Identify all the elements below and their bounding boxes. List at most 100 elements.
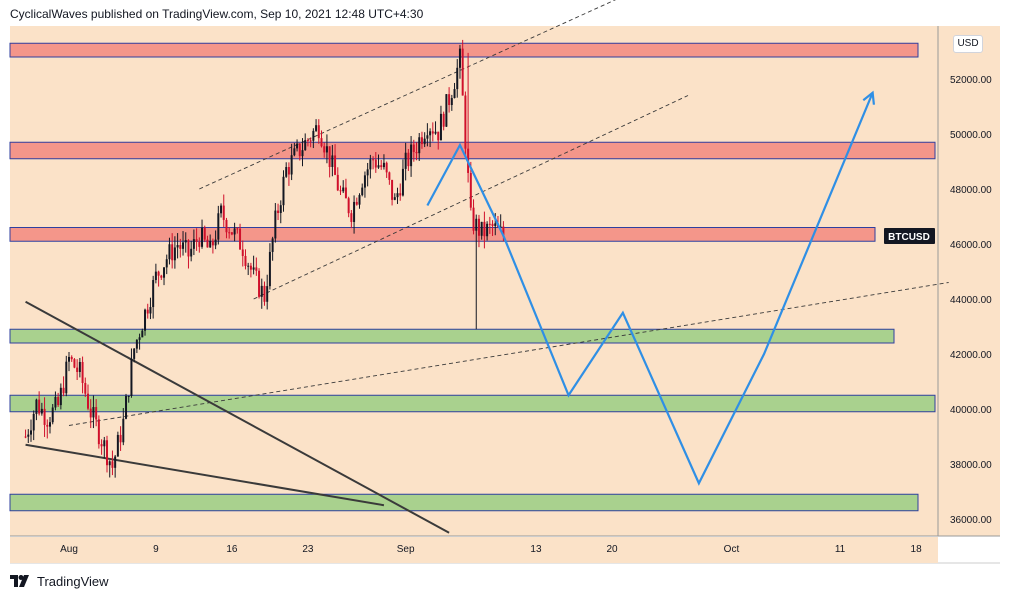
candle-body [415, 151, 418, 154]
candle-body [429, 131, 432, 136]
candle-body [54, 396, 57, 408]
candle-body [344, 187, 347, 199]
currency-badge[interactable]: USD [953, 35, 983, 53]
candle-body [125, 396, 128, 419]
candle-body [410, 144, 413, 167]
candle-body [391, 179, 394, 200]
candle-body [448, 94, 451, 106]
projected-path[interactable] [426, 92, 874, 486]
candle-body [214, 239, 217, 246]
candle-body [195, 239, 198, 242]
candle-body [323, 146, 326, 153]
candle-body [173, 247, 176, 261]
candle-body [184, 240, 187, 243]
candle-body [437, 131, 440, 141]
candle-body [461, 48, 464, 96]
channel-line[interactable] [68, 282, 949, 426]
candle-body [320, 138, 323, 147]
candle-body [230, 232, 233, 235]
candle-body [32, 413, 35, 431]
candle-body [48, 422, 51, 427]
price-tick-label: 44000.00 [950, 295, 992, 306]
candle-body [382, 162, 385, 168]
tradingview-brand: TradingView [37, 573, 109, 589]
candle-body [182, 242, 185, 249]
candle-body [59, 387, 62, 406]
candle-body [279, 205, 282, 214]
candle-body [157, 271, 160, 276]
candle-body [372, 159, 375, 161]
candle-body [260, 285, 263, 297]
candle-body [222, 205, 225, 220]
time-tick-label: 16 [226, 544, 238, 555]
candle-body [239, 228, 242, 250]
support-zone[interactable] [9, 493, 919, 512]
support-zone[interactable] [9, 328, 895, 344]
projection-layer [426, 90, 876, 486]
candle-body [374, 159, 377, 168]
trendline[interactable] [25, 300, 450, 534]
last-price-symbol: BTCUSD [888, 232, 930, 243]
candle-body [160, 275, 163, 278]
candle-body [236, 228, 239, 230]
candle-body [220, 205, 223, 214]
resistance-zone[interactable] [9, 227, 876, 242]
price-tick-label: 50000.00 [950, 130, 992, 141]
candle-body [100, 444, 103, 447]
resistance-zone[interactable] [9, 42, 919, 58]
candle-body [355, 201, 358, 205]
candle-body [342, 187, 345, 192]
candle-body [70, 356, 73, 360]
candle-body [171, 244, 174, 261]
price-axis-background [938, 26, 1000, 536]
trendline[interactable] [25, 443, 385, 507]
candle-body [380, 165, 383, 168]
candle-body [43, 408, 46, 425]
time-tick-label: Sep [397, 544, 415, 555]
candle-body [458, 48, 461, 68]
candle-body [51, 407, 54, 423]
price-axis-ticks: 52000.00 50000.00 48000.00 46000.00 44000.00… [950, 75, 992, 526]
candle-body [217, 213, 220, 240]
candle-body [46, 424, 49, 427]
candle-body [396, 193, 399, 198]
candle-body [431, 131, 434, 134]
candle-body [469, 172, 472, 208]
candle-body [27, 434, 30, 437]
candle-body [426, 135, 429, 139]
price-tick-label: 42000.00 [950, 350, 992, 361]
candle-body [84, 382, 87, 394]
candle-body [130, 358, 133, 396]
candle-body [377, 165, 380, 168]
price-tick-label: 40000.00 [950, 405, 992, 416]
candle-body [263, 285, 266, 302]
candle-body [331, 155, 334, 167]
time-axis-background [10, 537, 938, 563]
candle-body [40, 408, 43, 414]
support-zone[interactable] [9, 394, 936, 413]
candle-body [176, 245, 179, 248]
candle-body [258, 270, 261, 297]
candle-body [388, 172, 391, 180]
candle-body [404, 152, 407, 169]
candle-body [434, 131, 437, 134]
candle-body [456, 67, 459, 90]
candle-body [57, 396, 60, 406]
resistance-zone[interactable] [9, 141, 936, 160]
candle-body [76, 367, 79, 372]
price-tick-label: 36000.00 [950, 515, 992, 526]
candle-body [268, 251, 271, 287]
candle-body [103, 440, 106, 447]
candle-body [285, 167, 288, 177]
tradingview-footer[interactable]: TradingView [10, 572, 109, 590]
candle-body [192, 239, 195, 249]
candle-body [361, 187, 364, 196]
candle-body [87, 393, 90, 409]
candle-body [149, 307, 152, 314]
candle-body [486, 223, 489, 237]
publisher-caption: CyclicalWaves published on TradingView.c… [10, 7, 424, 21]
candle-body [477, 218, 480, 236]
candle-body [114, 456, 117, 468]
candle-body [68, 356, 70, 362]
